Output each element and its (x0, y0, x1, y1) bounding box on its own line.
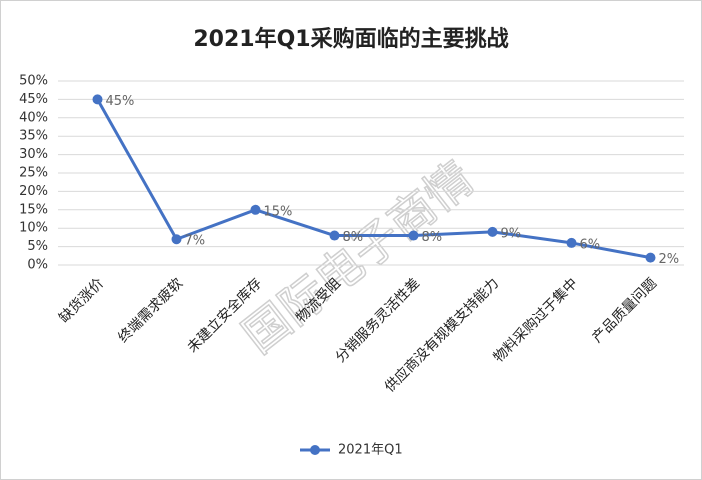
point (329, 230, 340, 241)
y-tick-label: 35% (19, 129, 48, 144)
y-tick-label: 40% (19, 110, 48, 125)
value-label: 8% (343, 230, 364, 245)
value-label: 7% (185, 234, 206, 249)
value-label: 45% (106, 94, 135, 109)
point (408, 230, 419, 241)
y-tick-label: 5% (27, 239, 48, 254)
value-label: 15% (264, 204, 293, 219)
point (171, 234, 182, 245)
y-tick-label: 20% (19, 184, 48, 199)
legend-marker (310, 445, 320, 455)
value-label: 2% (659, 252, 680, 267)
y-tick-label: 50% (19, 74, 48, 89)
value-label: 9% (501, 226, 522, 241)
value-label: 6% (580, 237, 601, 252)
point (487, 226, 498, 237)
y-tick-label: 10% (19, 221, 48, 236)
point (92, 94, 103, 105)
point (645, 252, 656, 263)
legend-label: 2021年Q1 (338, 443, 403, 458)
value-label: 8% (422, 230, 443, 245)
series-line (96, 98, 651, 260)
point (250, 204, 261, 215)
y-tick-label: 25% (19, 166, 48, 181)
chart-title: 2021年Q1采购面临的主要挑战 (193, 26, 508, 52)
y-tick-label: 45% (19, 92, 48, 107)
point (566, 237, 577, 248)
y-tick-label: 0% (27, 258, 48, 273)
y-tick-label: 15% (19, 202, 48, 217)
y-tick-label: 30% (19, 147, 48, 162)
